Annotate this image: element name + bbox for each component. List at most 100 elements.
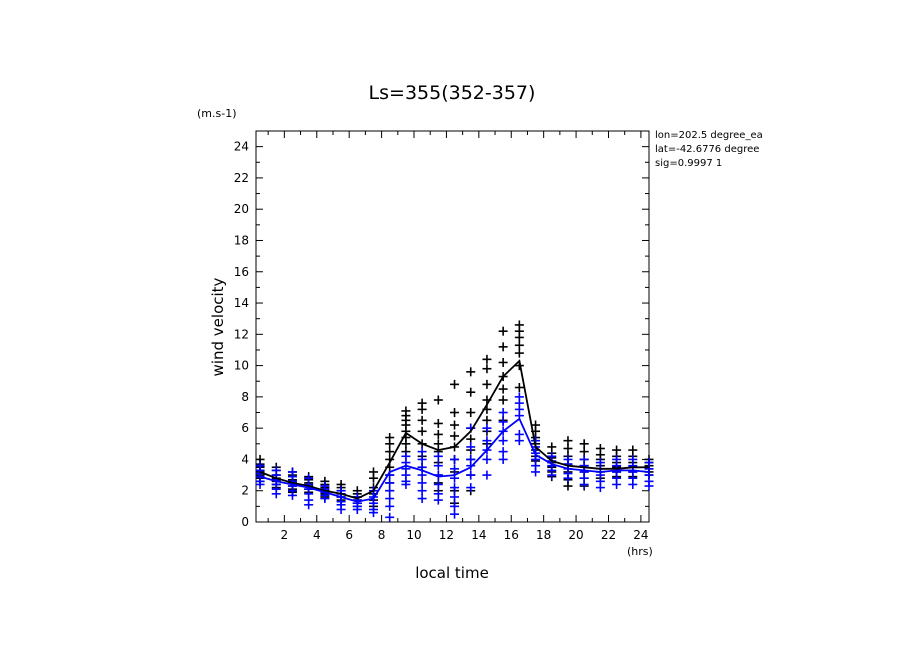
x-tick-label: 16	[504, 528, 519, 542]
info-sig: sig=0.9997 1	[655, 158, 722, 169]
data-point-plus	[417, 426, 427, 436]
y-tick-label: 22	[234, 171, 249, 185]
data-point-plus	[514, 436, 524, 446]
data-point-plus	[385, 501, 395, 511]
data-point-plus	[433, 439, 443, 449]
data-point-plus	[450, 431, 460, 441]
data-point-plus	[417, 415, 427, 425]
data-point-plus	[466, 367, 476, 377]
data-point-plus	[417, 494, 427, 504]
data-point-plus	[498, 357, 508, 367]
data-point-plus	[271, 489, 281, 499]
mean-line	[259, 359, 649, 500]
data-point-plus	[304, 500, 314, 510]
data-point-plus	[498, 408, 508, 418]
data-point-plus	[336, 504, 346, 514]
data-point-plus	[450, 379, 460, 389]
data-point-plus	[433, 479, 443, 489]
x-tick-label: 18	[536, 528, 551, 542]
data-point-plus	[417, 447, 427, 457]
data-point-plus	[433, 495, 443, 505]
data-point-plus	[417, 478, 427, 488]
data-point-plus	[466, 461, 476, 471]
data-point-plus	[498, 326, 508, 336]
data-point-plus	[352, 504, 362, 514]
data-point-plus	[563, 481, 573, 491]
data-point-plus	[450, 408, 460, 418]
data-point-plus	[498, 395, 508, 405]
data-point-plus	[433, 451, 443, 461]
data-point-plus	[450, 492, 460, 502]
data-point-plus	[482, 470, 492, 480]
data-point-plus	[433, 461, 443, 471]
data-point-plus	[401, 439, 411, 449]
x-tick-label: 10	[406, 528, 421, 542]
y-tick-label: 16	[234, 265, 249, 279]
data-point-plus	[498, 417, 508, 427]
data-point-plus	[482, 423, 492, 433]
data-point-plus	[368, 473, 378, 483]
data-point-plus	[385, 447, 395, 457]
data-point-plus	[579, 479, 589, 489]
data-point-plus	[320, 494, 330, 504]
y-tick-label: 14	[234, 296, 249, 310]
data-point-plus	[417, 486, 427, 496]
data-point-plus	[482, 364, 492, 374]
x-tick-label: 6	[345, 528, 353, 542]
data-point-plus	[466, 483, 476, 493]
data-point-plus	[368, 508, 378, 518]
data-point-plus	[433, 418, 443, 428]
data-point-plus	[466, 470, 476, 480]
data-point-plus	[482, 415, 492, 425]
data-point-plus	[385, 478, 395, 488]
data-point-plus	[417, 454, 427, 464]
data-point-plus	[482, 454, 492, 464]
plot-frame	[255, 130, 650, 523]
data-point-plus	[498, 384, 508, 394]
data-point-plus	[433, 395, 443, 405]
data-point-plus	[287, 490, 297, 500]
x-axis-title: local time	[415, 564, 489, 582]
data-point-plus	[514, 340, 524, 350]
info-lon: lon=202.5 degree_ea	[655, 130, 763, 141]
data-point-plus	[531, 467, 541, 477]
data-point-plus	[385, 486, 395, 496]
data-point-plus	[579, 447, 589, 457]
x-tick-label: 22	[601, 528, 616, 542]
data-point-plus	[466, 408, 476, 418]
data-point-plus	[563, 436, 573, 446]
x-tick-label: 20	[568, 528, 583, 542]
data-point-plus	[498, 436, 508, 446]
x-unit-label: (hrs)	[627, 545, 653, 558]
data-point-plus	[450, 483, 460, 493]
data-point-plus	[498, 454, 508, 464]
data-point-plus	[514, 348, 524, 358]
data-point-plus	[579, 439, 589, 449]
data-point-plus	[628, 479, 638, 489]
data-point-plus	[450, 454, 460, 464]
data-point-plus	[385, 439, 395, 449]
x-tick-label: 4	[313, 528, 321, 542]
data-point-plus	[401, 479, 411, 489]
y-tick-label: 2	[241, 484, 249, 498]
data-point-plus	[547, 470, 557, 480]
data-point-plus	[612, 479, 622, 489]
data-point-plus	[417, 404, 427, 414]
mean-line	[259, 417, 650, 503]
data-point-plus	[563, 473, 573, 483]
data-point-plus	[450, 464, 460, 474]
x-tick-label: 24	[633, 528, 648, 542]
data-point-plus	[450, 501, 460, 511]
mean-lines	[259, 359, 650, 503]
y-tick-label: 0	[241, 515, 249, 529]
y-tick-label: 24	[234, 140, 249, 154]
x-tick-label: 12	[439, 528, 454, 542]
x-tick-label: 2	[281, 528, 289, 542]
y-tick-label: 10	[234, 359, 249, 373]
data-point-plus	[498, 447, 508, 457]
x-tick-label: 14	[471, 528, 486, 542]
data-point-plus	[482, 436, 492, 446]
info-lat: lat=-42.6776 degree	[655, 144, 759, 155]
